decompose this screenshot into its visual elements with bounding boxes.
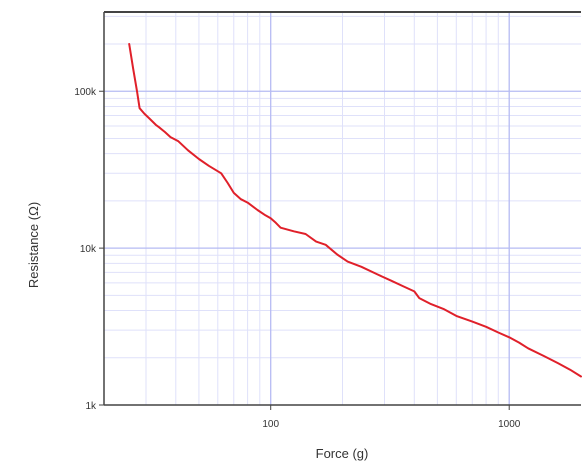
x-tick-label: 100 — [262, 419, 279, 430]
y-tick-labels: 1k 10k 100k — [74, 87, 97, 412]
major-grid — [104, 12, 581, 405]
x-axis-label: Force (g) — [316, 446, 369, 461]
y-tick-label: 10k — [80, 244, 97, 255]
minor-grid — [104, 12, 581, 405]
plot-frame — [103, 11, 581, 406]
series-line-0 — [128, 43, 582, 378]
axis-ticks — [99, 90, 510, 410]
y-tick-label: 1k — [85, 401, 97, 412]
x-tick-label: 1000 — [498, 419, 521, 430]
y-tick-label: 100k — [74, 87, 97, 98]
y-axis-label: Resistance (Ω) — [26, 202, 41, 288]
series-layer — [128, 43, 582, 378]
x-tick-labels: 100 1000 — [262, 419, 520, 430]
